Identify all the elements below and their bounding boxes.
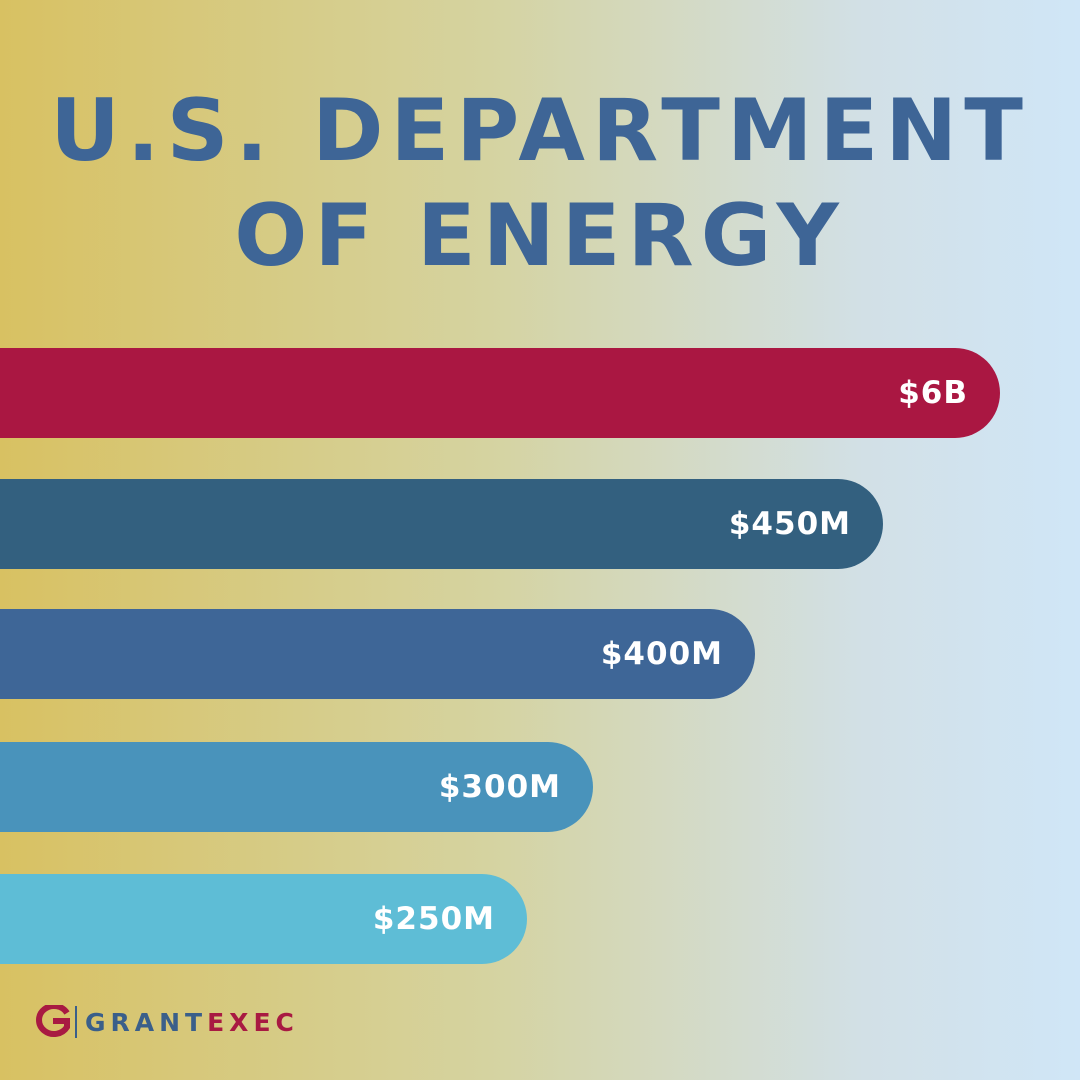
bar-value-label: $450M — [728, 506, 851, 542]
bar-value-label: $6B — [898, 375, 968, 411]
bar-3: $400M — [0, 609, 755, 699]
brand-name: GRANTEXEC — [85, 1010, 299, 1035]
grantexec-g-icon — [36, 1005, 70, 1037]
bar-1: $6B — [0, 348, 1000, 438]
brand-name-part-2: EXEC — [207, 1007, 299, 1037]
bar-4: $300M — [0, 742, 593, 832]
bar-value-label: $250M — [372, 901, 495, 937]
bar-value-label: $300M — [438, 769, 561, 805]
brand-logo: GRANTEXEC — [33, 1003, 299, 1041]
brand-name-part-1: GRANT — [85, 1007, 208, 1037]
bar-5: $250M — [0, 874, 527, 964]
logo-divider — [75, 1006, 77, 1038]
bar-value-label: $400M — [600, 636, 723, 672]
title-line-1: U.S. DEPARTMENT — [50, 81, 1030, 181]
title-line-2: OF ENERGY — [234, 186, 846, 286]
bar-2: $450M — [0, 479, 883, 569]
